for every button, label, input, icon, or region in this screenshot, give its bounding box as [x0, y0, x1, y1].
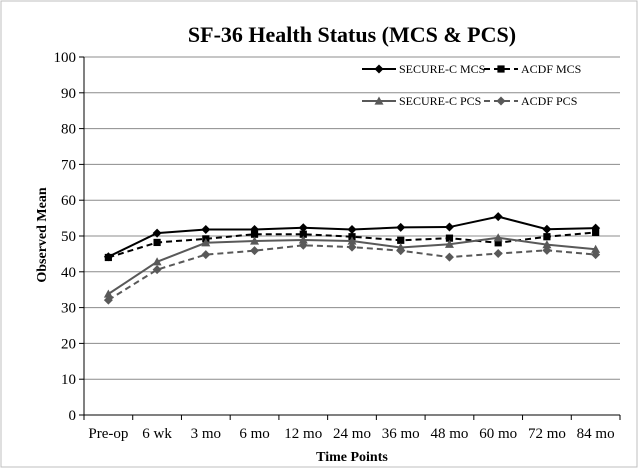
x-tick-label: 60 mo [479, 426, 517, 442]
x-tick-label: 84 mo [577, 426, 615, 442]
y-tick-label: 60 [61, 193, 76, 209]
data-point [153, 239, 160, 246]
x-axis-label: Time Points [316, 450, 388, 465]
y-tick-label: 70 [61, 157, 76, 173]
y-tick-label: 0 [69, 408, 77, 424]
data-point [592, 229, 599, 236]
data-point [105, 254, 112, 261]
data-point [543, 233, 550, 240]
y-tick-label: 10 [61, 372, 76, 388]
y-tick-label: 20 [61, 336, 76, 352]
chart-title: SF-36 Health Status (MCS & PCS) [188, 22, 516, 47]
x-tick-label: 48 mo [430, 426, 468, 442]
legend-label: SECURE-C PCS [399, 94, 481, 108]
y-axis-label: Observed Mean [35, 187, 50, 282]
x-tick-label: 6 mo [239, 426, 269, 442]
y-tick-label: 50 [61, 229, 76, 245]
y-tick-label: 100 [54, 50, 77, 66]
y-tick-label: 80 [61, 122, 76, 138]
x-tick-label: 12 mo [284, 426, 322, 442]
legend-marker [497, 65, 504, 72]
legend-label: ACDF MCS [521, 62, 581, 76]
x-tick-label: 36 mo [382, 426, 420, 442]
legend-label: ACDF PCS [521, 94, 577, 108]
x-tick-label: Pre-op [88, 426, 128, 442]
x-tick-label: 24 mo [333, 426, 371, 442]
x-tick-label: 3 mo [191, 426, 221, 442]
y-tick-label: 90 [61, 86, 76, 102]
x-tick-labels: Pre-op 6 wk 3 mo 6 mo 12 mo 24 mo 36 mo 48 mo 60… [88, 426, 614, 442]
legend-label: SECURE-C MCS [399, 62, 485, 76]
y-tick-label: 30 [61, 301, 76, 317]
data-point [397, 237, 404, 244]
y-tick-label: 40 [61, 265, 76, 281]
x-tick-label: 6 wk [142, 426, 172, 442]
x-tick-label: 72 mo [528, 426, 566, 442]
